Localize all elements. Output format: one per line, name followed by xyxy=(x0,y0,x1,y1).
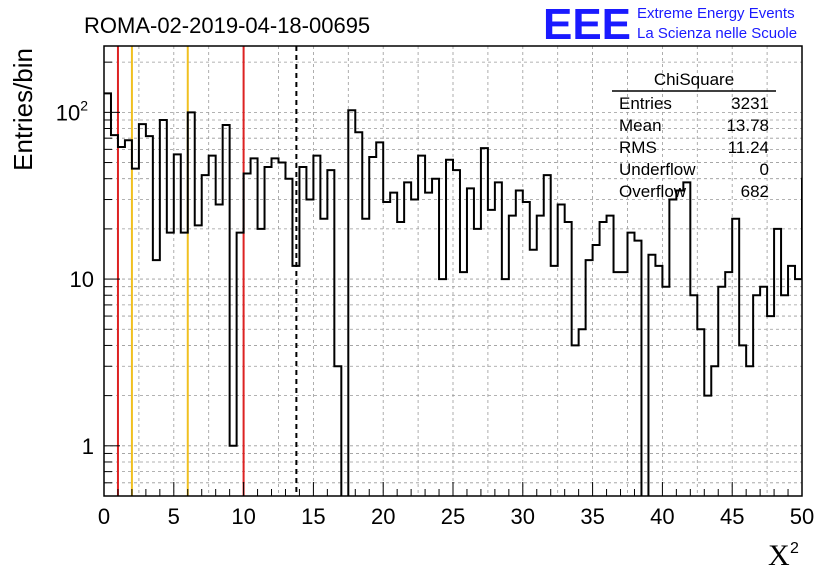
x-tick-label: 25 xyxy=(441,504,465,529)
stats-row-value: 13.78 xyxy=(726,116,769,135)
eee-logo-mark: EEE xyxy=(543,0,631,49)
stats-row-label: Entries xyxy=(619,94,672,113)
y-tick-labels: 1 10 102 xyxy=(56,97,94,458)
histogram-series xyxy=(104,92,802,496)
eee-logo: EEE Extreme Energy Events La Scienza nel… xyxy=(543,0,797,49)
stats-row-value: 11.24 xyxy=(728,138,769,157)
stats-box-name: ChiSquare xyxy=(654,70,734,89)
stats-row-label: Mean xyxy=(619,116,662,135)
x-tick-label: 30 xyxy=(511,504,535,529)
y-tick-label: 10 xyxy=(70,267,94,292)
axis-ticks xyxy=(103,61,803,497)
stats-box-rows: Entries 3231 Mean 13.78 RMS 11.24 Underflow 0 Ov… xyxy=(619,94,769,201)
stats-row-value: 682 xyxy=(741,182,769,201)
x-tick-label: 15 xyxy=(301,504,325,529)
run-title: ROMA-02-2019-04-18-00695 xyxy=(84,13,370,38)
stats-row-label: Underflow xyxy=(619,160,696,179)
x-axis-title-exponent: 2 xyxy=(790,540,799,557)
y-axis-title: Entries/bin xyxy=(8,48,38,171)
stats-row-value: 0 xyxy=(760,160,769,179)
eee-logo-line2: La Scienza nelle Scuole xyxy=(637,25,797,42)
stats-row-label: RMS xyxy=(619,138,657,157)
y-tick-label: 102 xyxy=(56,97,88,125)
x-tick-label: 45 xyxy=(720,504,744,529)
x-tick-label: 40 xyxy=(650,504,674,529)
x-axis-title-base: X xyxy=(768,539,790,572)
x-tick-label: 35 xyxy=(580,504,604,529)
x-axis-title: X 2 xyxy=(768,539,799,572)
x-tick-label: 50 xyxy=(790,504,814,529)
stats-row-label: Overflow xyxy=(619,182,687,201)
y-tick-label: 1 xyxy=(82,434,94,459)
stats-box: ChiSquare Entries 3231 Mean 13.78 RMS 11.24 Un… xyxy=(612,70,776,201)
x-tick-label: 0 xyxy=(98,504,110,529)
eee-logo-line1: Extreme Energy Events xyxy=(637,5,795,22)
x-tick-label: 5 xyxy=(168,504,180,529)
x-tick-labels: 0 5 10 15 20 25 30 35 40 45 50 xyxy=(98,504,814,529)
x-tick-label: 20 xyxy=(371,504,395,529)
grid-lines xyxy=(104,46,802,496)
stats-row-value: 3231 xyxy=(731,94,769,113)
x-tick-label: 10 xyxy=(231,504,255,529)
